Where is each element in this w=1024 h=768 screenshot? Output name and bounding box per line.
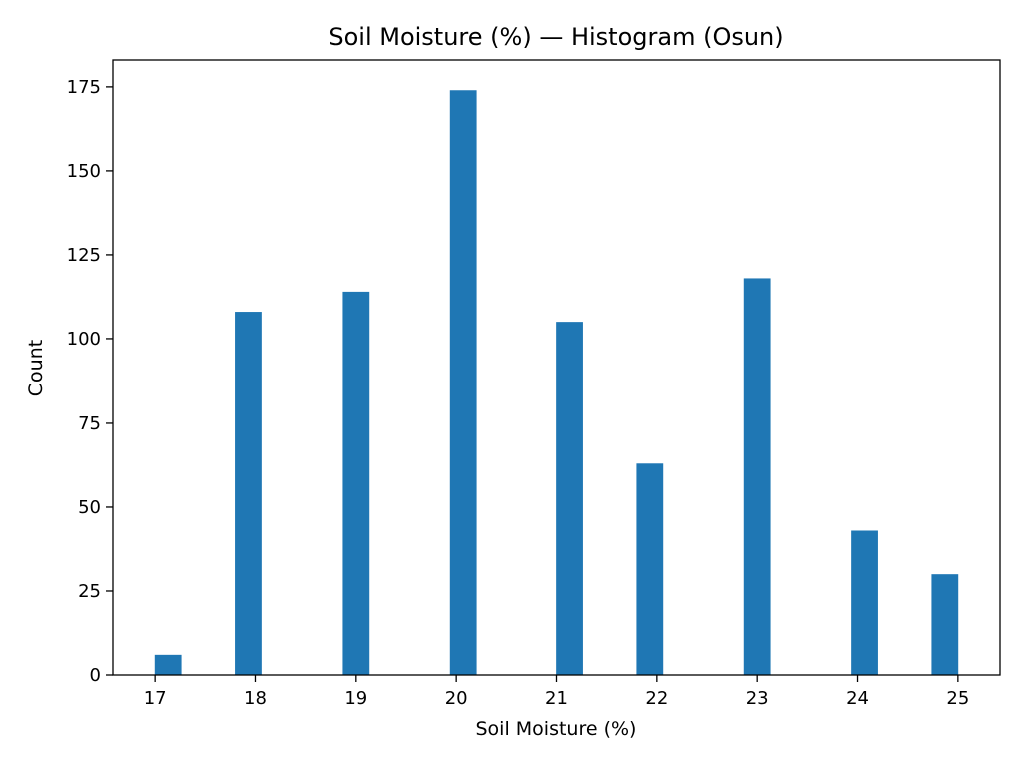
histogram-bar-8: [931, 574, 959, 675]
histogram-bar-0: [154, 654, 182, 675]
plot-frame: [112, 59, 1001, 676]
y-tick-label-3: 75: [78, 413, 101, 434]
x-tick-label-7: 24: [846, 688, 869, 709]
x-tick-label-1: 18: [244, 688, 267, 709]
x-tick-label-2: 19: [344, 688, 367, 709]
x-axis-label: Soil Moisture (%): [476, 718, 637, 740]
histogram-bar-7: [851, 530, 878, 675]
bars-layer: [154, 90, 959, 675]
x-tick-label-6: 23: [746, 688, 769, 709]
x-tick-label-8: 25: [946, 688, 969, 709]
x-tick-label-3: 20: [445, 688, 468, 709]
histogram-bar-4: [556, 322, 583, 675]
y-axis-label: Count: [25, 340, 47, 396]
y-tick-label-7: 175: [67, 77, 101, 98]
histogram-bar-3: [449, 90, 477, 675]
y-tick-label-1: 25: [78, 581, 101, 602]
histogram-bar-1: [235, 312, 262, 675]
histogram-bar-6: [743, 278, 771, 675]
y-tick-label-6: 150: [67, 161, 101, 182]
x-tick-label-4: 21: [545, 688, 568, 709]
chart-title: Soil Moisture (%) — Histogram (Osun): [328, 23, 783, 51]
histogram-bar-2: [342, 291, 370, 675]
ticks-layer: 17 18 19 20 21 22 23 24 25 0 25 50 75 100 125 150 175: [67, 77, 970, 709]
y-tick-label-0: 0: [90, 665, 101, 686]
y-tick-label-5: 125: [67, 245, 101, 266]
y-tick-label-2: 50: [78, 497, 101, 518]
histogram-bar-5: [636, 463, 664, 675]
y-tick-label-4: 100: [67, 329, 101, 350]
x-tick-label-5: 22: [645, 688, 668, 709]
x-tick-label-0: 17: [144, 688, 167, 709]
